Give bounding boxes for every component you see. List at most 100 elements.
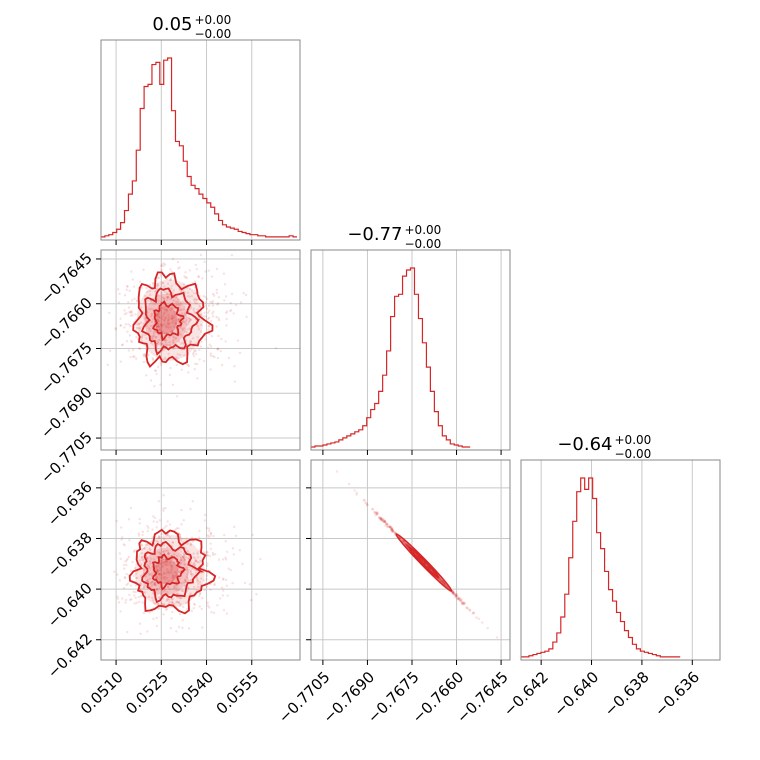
sample-point (189, 560, 193, 564)
sample-point (139, 326, 142, 329)
sample-point (139, 632, 142, 635)
sample-point (155, 313, 159, 316)
sample-point (158, 572, 162, 576)
sample-point (382, 520, 386, 524)
sample-point (214, 553, 217, 556)
sample-point (193, 564, 197, 567)
sample-point (137, 322, 141, 326)
sample-point (148, 328, 152, 331)
sample-point (137, 595, 141, 599)
sample-point (126, 582, 130, 585)
sample-point (141, 533, 144, 537)
sample-point (203, 311, 206, 314)
sample-point (166, 598, 169, 601)
sample-point (129, 506, 133, 510)
sample-point (155, 336, 158, 339)
sample-point (160, 268, 163, 272)
sample-point (194, 349, 197, 353)
sample-point (168, 373, 172, 377)
sample-point (142, 558, 145, 561)
sample-point (170, 329, 173, 333)
sample-point (129, 598, 132, 602)
sample-point (217, 558, 221, 561)
sample-point (163, 590, 166, 593)
sample-point (184, 555, 187, 559)
sample-point (150, 337, 154, 340)
sample-point (460, 597, 463, 601)
sample-point (151, 358, 155, 361)
sample-point (174, 528, 177, 531)
x-tick-label: 0.0510 (77, 668, 127, 718)
sample-point (156, 569, 159, 572)
sample-point (458, 596, 461, 600)
sample-point (193, 301, 197, 305)
sample-point (180, 550, 183, 553)
sample-point (163, 332, 166, 335)
sample-point (274, 346, 278, 350)
sample-point (182, 302, 185, 305)
sample-point (171, 610, 174, 614)
sample-point (177, 625, 181, 629)
sample-point (134, 584, 138, 587)
sample-point (173, 585, 176, 589)
sample-point (466, 607, 470, 611)
sample-point (442, 582, 446, 585)
sample-point (227, 356, 231, 360)
sample-point (188, 320, 191, 323)
sample-point (155, 372, 158, 376)
sample-point (212, 294, 216, 297)
sample-point (222, 577, 225, 580)
sample-point (207, 269, 210, 272)
sample-point (191, 573, 195, 576)
sample-point (154, 583, 157, 586)
sample-point (123, 313, 127, 316)
sample-point (160, 601, 164, 605)
sample-point (132, 574, 136, 578)
sample-point (194, 263, 197, 267)
sample-point (459, 598, 462, 602)
sample-point (209, 345, 213, 348)
sample-point (212, 310, 215, 313)
sample-point (117, 301, 121, 304)
sample-point (149, 307, 153, 311)
sample-point (144, 543, 147, 546)
sample-point (388, 525, 392, 529)
sample-point (133, 549, 137, 552)
sample-point (159, 562, 162, 565)
sample-point (140, 543, 143, 547)
sample-point (166, 520, 169, 523)
panel-title: −0.64 (557, 434, 612, 455)
sample-point (162, 262, 165, 265)
sample-point (171, 383, 175, 386)
sample-point (194, 298, 198, 301)
sample-point (206, 346, 210, 349)
sample-point (451, 590, 455, 594)
sample-point (152, 330, 156, 333)
sample-point (115, 519, 118, 523)
sample-point (381, 519, 384, 523)
sample-point (166, 533, 169, 537)
sample-point (404, 542, 407, 546)
sample-point (138, 322, 141, 325)
sample-point (165, 325, 168, 329)
title-plus: +0.00 (195, 13, 232, 27)
sample-point (205, 574, 209, 577)
sample-point (160, 342, 163, 346)
sample-point (153, 302, 156, 306)
sample-point (135, 572, 138, 576)
scatter-panel-0 (106, 253, 278, 398)
sample-point (211, 551, 215, 555)
sample-point (170, 284, 173, 288)
sample-point (378, 517, 382, 520)
sample-point (441, 581, 445, 584)
sample-point (170, 270, 174, 274)
sample-point (196, 335, 199, 339)
sample-point (168, 523, 172, 526)
x-tick-label: 0.0525 (122, 668, 172, 718)
sample-point (141, 544, 144, 547)
sample-point (196, 377, 199, 380)
sample-point (174, 319, 178, 322)
sample-point (155, 587, 159, 591)
sample-point (207, 316, 211, 320)
sample-point (181, 335, 184, 338)
